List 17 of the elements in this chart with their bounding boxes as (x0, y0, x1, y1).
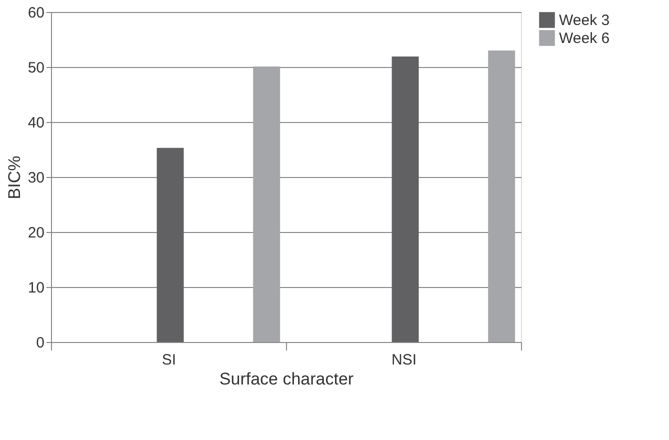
bar (488, 50, 516, 342)
y-tick-label: 40 (28, 114, 44, 132)
bar (156, 148, 184, 342)
y-tick-label: 20 (28, 224, 44, 242)
bar (253, 66, 280, 342)
y-tick-label: 60 (28, 4, 44, 22)
x-tick-label: NSI (391, 352, 417, 368)
y-tick-label: 50 (28, 60, 44, 76)
x-axis-title: Surface character (219, 370, 354, 388)
y-tick-label: 0 (36, 334, 44, 352)
legend-label: Week 3 (559, 12, 610, 29)
legend-label: Week 6 (559, 30, 610, 47)
x-tick-label: SI (162, 352, 176, 368)
y-tick-label: 30 (28, 170, 44, 186)
y-tick-label: 10 (28, 280, 44, 296)
y-axis-title: BIC% (4, 156, 24, 200)
bar (392, 56, 419, 342)
